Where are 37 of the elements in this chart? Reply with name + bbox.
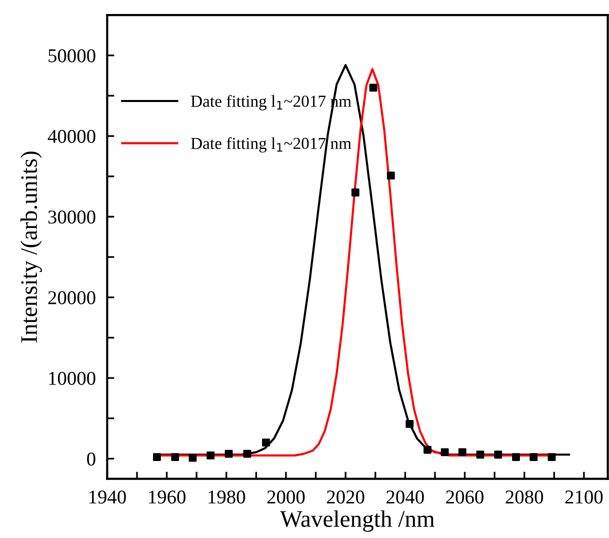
- x-tick-label: 2000: [267, 490, 305, 504]
- y-axis-title: Intensity /(arb.units): [20, 152, 42, 342]
- legend-label: Date fitting l$_{1}$~2017 nm: [190, 137, 352, 152]
- point: [512, 453, 520, 461]
- point: [152, 453, 161, 461]
- x-tick-label: 1980: [208, 490, 246, 504]
- point: [171, 453, 180, 461]
- point: [386, 172, 395, 180]
- point: [530, 453, 538, 461]
- point: [262, 438, 270, 446]
- point: [440, 448, 449, 456]
- point: [476, 450, 484, 459]
- y-tick-label: 40000: [48, 130, 96, 143]
- point: [369, 84, 378, 92]
- point: [406, 420, 414, 428]
- x-tick-label: 2040: [386, 490, 424, 504]
- y-tick-label: 50000: [48, 49, 96, 62]
- x-tick-label: 1960: [149, 490, 186, 504]
- x-tick-label: 1940: [89, 490, 126, 504]
- x-axis-title: Wavelength /nm: [280, 510, 435, 532]
- y-tick-label: 0: [87, 452, 96, 466]
- point: [188, 454, 197, 462]
- y-tick-label: 20000: [48, 291, 96, 304]
- x-tick-label: 2080: [506, 490, 544, 504]
- x-tick-label: 2100: [565, 490, 603, 504]
- point: [224, 450, 233, 458]
- x-tick-label: 2020: [326, 490, 364, 504]
- y-tick-label: 10000: [49, 372, 96, 385]
- point: [206, 451, 215, 460]
- point: [458, 448, 466, 456]
- y-tick-label: 30000: [48, 210, 96, 224]
- x-tick-label: 2060: [446, 490, 484, 504]
- point: [494, 450, 502, 459]
- point: [548, 453, 556, 461]
- point: [351, 188, 360, 196]
- point: [424, 446, 432, 454]
- point: [243, 450, 252, 458]
